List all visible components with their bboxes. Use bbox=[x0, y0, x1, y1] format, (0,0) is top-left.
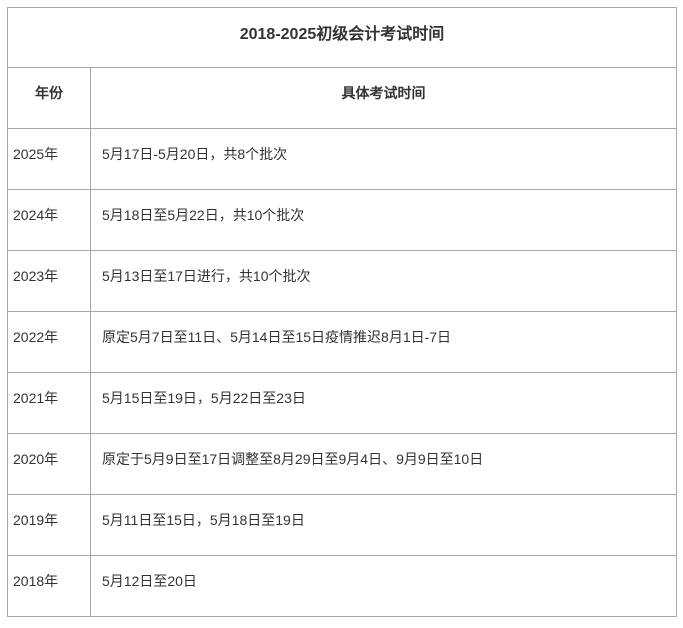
table-row: 2025年 5月17日-5月20日，共8个批次 bbox=[7, 128, 677, 190]
year-cell: 2019年 bbox=[7, 494, 91, 556]
time-cell: 5月17日-5月20日，共8个批次 bbox=[90, 128, 677, 190]
year-cell: 2020年 bbox=[7, 433, 91, 495]
year-cell: 2023年 bbox=[7, 250, 91, 312]
year-cell: 2021年 bbox=[7, 372, 91, 434]
table-row: 2023年 5月13日至17日进行，共10个批次 bbox=[7, 250, 677, 312]
table-title-row: 2018-2025初级会计考试时间 bbox=[7, 7, 677, 68]
exam-schedule-table: 2018-2025初级会计考试时间 年份 具体考试时间 2025年 5月17日-… bbox=[7, 7, 677, 617]
table-row: 2020年 原定于5月9日至17日调整至8月29日至9月4日、9月9日至10日 bbox=[7, 433, 677, 495]
time-cell: 原定于5月9日至17日调整至8月29日至9月4日、9月9日至10日 bbox=[90, 433, 677, 495]
time-cell: 5月13日至17日进行，共10个批次 bbox=[90, 250, 677, 312]
table-row: 2024年 5月18日至5月22日，共10个批次 bbox=[7, 189, 677, 251]
time-cell: 5月15日至19日，5月22日至23日 bbox=[90, 372, 677, 434]
table-row: 2019年 5月11日至15日，5月18日至19日 bbox=[7, 494, 677, 556]
year-cell: 2024年 bbox=[7, 189, 91, 251]
year-cell: 2022年 bbox=[7, 311, 91, 373]
table-row: 2018年 5月12日至20日 bbox=[7, 555, 677, 617]
time-cell: 5月11日至15日，5月18日至19日 bbox=[90, 494, 677, 556]
table-header-row: 年份 具体考试时间 bbox=[7, 67, 677, 129]
year-cell: 2018年 bbox=[7, 555, 91, 617]
year-cell: 2025年 bbox=[7, 128, 91, 190]
table-row: 2022年 原定5月7日至11日、5月14日至15日疫情推迟8月1日-7日 bbox=[7, 311, 677, 373]
time-cell: 5月18日至5月22日，共10个批次 bbox=[90, 189, 677, 251]
column-header-time: 具体考试时间 bbox=[90, 67, 677, 129]
table-row: 2021年 5月15日至19日，5月22日至23日 bbox=[7, 372, 677, 434]
column-header-year: 年份 bbox=[7, 67, 91, 129]
table-title: 2018-2025初级会计考试时间 bbox=[7, 7, 677, 68]
time-cell: 原定5月7日至11日、5月14日至15日疫情推迟8月1日-7日 bbox=[90, 311, 677, 373]
time-cell: 5月12日至20日 bbox=[90, 555, 677, 617]
